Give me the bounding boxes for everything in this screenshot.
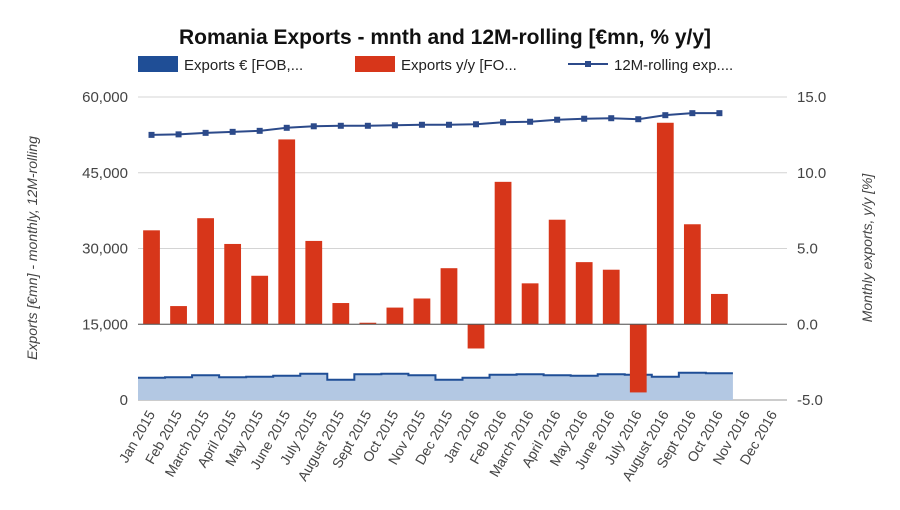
legend-item-exports-yy[interactable]: Exports y/y [FO... [355,56,517,74]
rolling-point-2 [202,129,209,136]
exports-area-series [138,371,733,400]
bar-14 [521,283,539,325]
bar-15 [548,219,566,325]
legend-label-exports: Exports € [FOB,... [184,57,303,74]
bar-13 [494,181,512,325]
rolling-point-18 [635,116,642,123]
rolling-point-0 [148,131,155,138]
right-axis-title: Monthly exports, y/y [%] [859,173,875,323]
rolling-point-3 [229,128,236,135]
exports-yy-bar-series [143,122,728,393]
rolling-point-8 [364,122,371,129]
rolling-line [151,112,720,136]
bar-3 [224,243,242,325]
right-axis-ticks: -5.0 0.0 5.0 10.0 15.0 [797,89,826,409]
bar-5 [278,139,296,325]
bar-1 [170,306,187,325]
bar-0 [143,230,160,325]
bar-20 [683,224,701,325]
left-tick-3: 45,000 [82,165,128,182]
rolling-point-12 [473,121,480,128]
left-axis-title: Exports [€mn] - monthly, 12M-rolling [24,136,40,360]
bar-8 [359,322,377,325]
bar-10 [413,298,431,325]
legend-swatch-exports [138,56,178,72]
legend-item-rolling[interactable]: 12M-rolling exp.... [568,57,733,74]
bar-12 [467,324,485,349]
rolling-point-5 [283,124,290,131]
left-tick-4: 60,000 [82,89,128,106]
bar-17 [602,269,620,325]
rolling-line-series [148,110,723,138]
legend-label-rolling: 12M-rolling exp.... [614,57,733,74]
bar-7 [332,303,350,325]
left-tick-1: 15,000 [82,316,128,333]
rolling-point-17 [608,115,615,122]
bar-18 [629,324,647,393]
legend: Exports € [FOB,... Exports y/y [FO... 12… [138,56,733,74]
left-tick-2: 30,000 [82,241,128,258]
rolling-point-11 [445,121,452,128]
rolling-point-10 [418,121,425,128]
rolling-point-15 [554,116,561,123]
legend-item-exports[interactable]: Exports € [FOB,... [138,56,303,74]
rolling-point-6 [310,123,317,130]
rolling-point-14 [527,118,534,125]
right-tick-0: -5.0 [797,392,823,409]
rolling-point-4 [256,127,263,134]
bar-9 [386,307,404,325]
exports-area-line [138,371,733,381]
rolling-point-7 [337,122,344,129]
right-tick-3: 10.0 [797,165,826,182]
legend-swatch-exports-yy [355,56,395,72]
rolling-point-1 [175,131,182,138]
rolling-point-20 [689,110,696,117]
right-tick-2: 5.0 [797,241,818,258]
bar-19 [656,122,674,325]
right-tick-1: 0.0 [797,316,818,333]
bar-6 [305,240,323,325]
right-tick-4: 15.0 [797,89,826,106]
bar-21 [711,293,728,325]
rolling-point-16 [581,115,588,122]
legend-label-exports-yy: Exports y/y [FO... [401,57,517,74]
bar-4 [251,275,269,325]
bar-2 [197,218,214,325]
chart-title: Romania Exports - mnth and 12M-rolling [… [179,26,711,49]
left-tick-0: 0 [120,392,128,409]
rolling-point-9 [391,122,398,129]
bar-16 [575,262,593,325]
left-axis-ticks: 0 15,000 30,000 45,000 60,000 [82,89,128,409]
rolling-point-19 [662,112,669,119]
legend-swatch-rolling-marker [585,61,591,67]
rolling-point-21 [716,110,723,117]
rolling-point-13 [500,119,507,126]
exports-area-fill [138,372,733,400]
bar-11 [440,268,458,325]
